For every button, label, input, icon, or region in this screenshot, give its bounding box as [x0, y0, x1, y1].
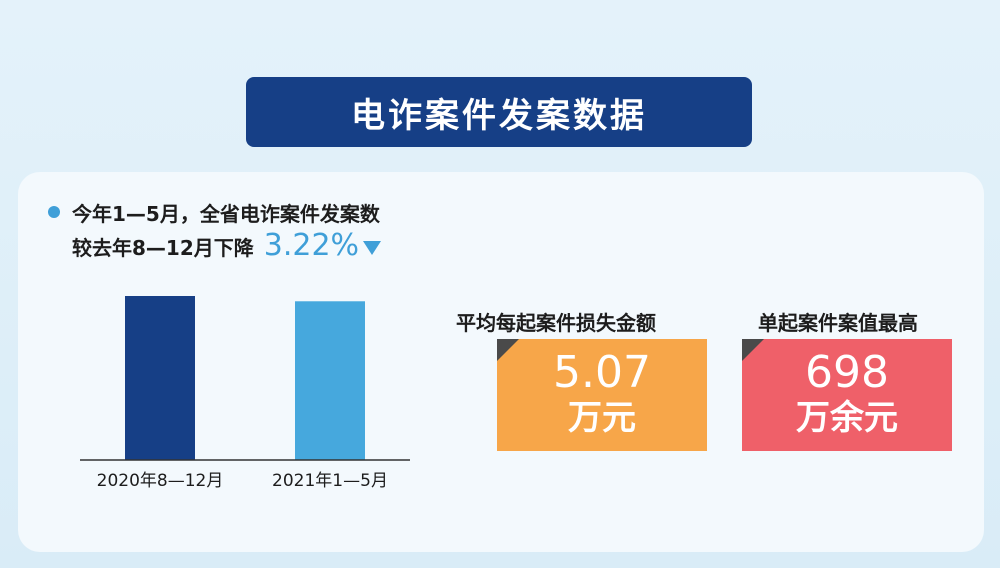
corner-triangle-icon	[497, 339, 519, 361]
summary-line-2-text: 较去年8—12月下降	[72, 236, 254, 260]
stat-value-max-case: 698	[805, 347, 889, 398]
page-title: 电诈案件发案数据	[246, 77, 752, 147]
stat-box-avg-loss: 5.07 万元	[497, 339, 707, 451]
corner-triangle-icon	[742, 339, 764, 361]
x-tick-label: 2021年1—5月	[272, 471, 388, 491]
down-triangle-icon	[363, 241, 382, 255]
bar-1	[125, 296, 195, 460]
summary-line-2: 较去年8—12月下降 3.22%	[72, 228, 382, 263]
stat-box-max-case: 698 万余元	[742, 339, 952, 451]
x-tick-label: 2020年8—12月	[97, 471, 224, 491]
stat-unit-max-case: 万余元	[796, 398, 898, 438]
bullet-dot	[48, 206, 60, 218]
stat-title-avg-loss: 平均每起案件损失金额	[456, 311, 656, 335]
summary-line-1: 今年1—5月，全省电诈案件发案数	[72, 202, 380, 226]
bar-2	[295, 301, 365, 460]
change-percent: 3.22%	[263, 228, 360, 263]
stat-unit-avg-loss: 万元	[568, 398, 636, 438]
stat-title-max-case: 单起案件案值最高	[758, 311, 918, 335]
stat-value-avg-loss: 5.07	[553, 347, 651, 398]
